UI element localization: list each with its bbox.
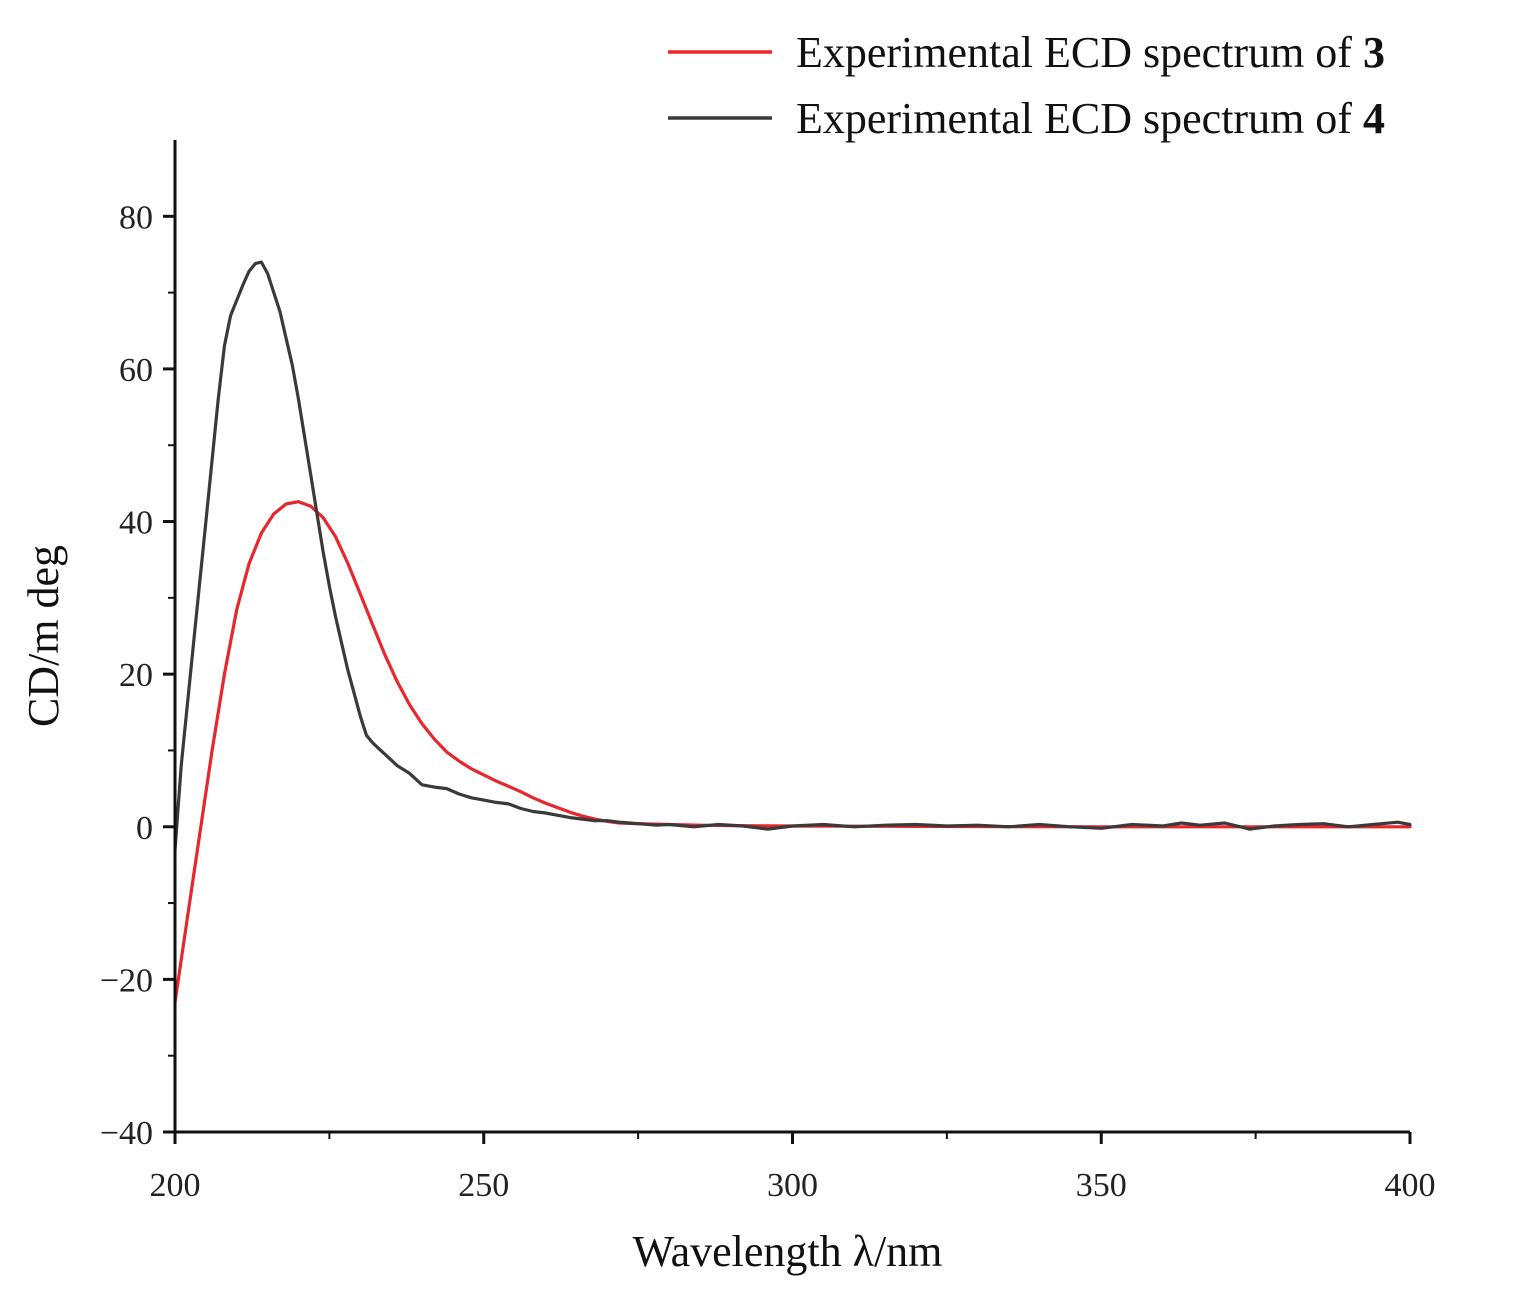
x-tick-label: 250 [458, 1167, 509, 1204]
series-line-4 [173, 260, 1412, 852]
legend-label-compound: 3 [1363, 28, 1385, 77]
x-tick-label: 350 [1076, 1167, 1127, 1204]
legend-label-3: Experimental ECD spectrum of 3 [796, 28, 1385, 77]
y-tick-label: 80 [119, 199, 153, 236]
x-tick-label: 200 [150, 1167, 201, 1204]
y-axis-title: CD/m deg [19, 545, 68, 727]
legend-label-compound: 4 [1363, 94, 1385, 143]
legend-label-prefix: Experimental ECD spectrum of [796, 28, 1363, 77]
x-tick-label: 300 [767, 1167, 818, 1204]
y-tick-label: 40 [119, 505, 153, 542]
y-tick-label: −20 [100, 962, 153, 999]
y-tick-label: −40 [100, 1115, 153, 1152]
legend-label-prefix: Experimental ECD spectrum of [796, 94, 1363, 143]
x-axis-title: Wavelength λ/nm [633, 1227, 943, 1276]
legend: Experimental ECD spectrum of 3Experiment… [668, 28, 1385, 143]
legend-label-4: Experimental ECD spectrum of 4 [796, 94, 1385, 143]
y-tick-label: 0 [136, 810, 153, 847]
x-tick-label: 400 [1385, 1167, 1436, 1204]
x-ticks: 200 250 300 350 400 [150, 1132, 1436, 1204]
series-line-3 [173, 500, 1412, 1004]
y-tick-label: 20 [119, 657, 153, 694]
y-ticks: −40 −20 0 20 40 60 80 [100, 199, 175, 1152]
y-tick-label: 60 [119, 352, 153, 389]
axes-layer: 200 250 300 350 400 −40 −20 0 20 40 60 80 [100, 140, 1436, 1204]
series-layer [173, 260, 1412, 1004]
